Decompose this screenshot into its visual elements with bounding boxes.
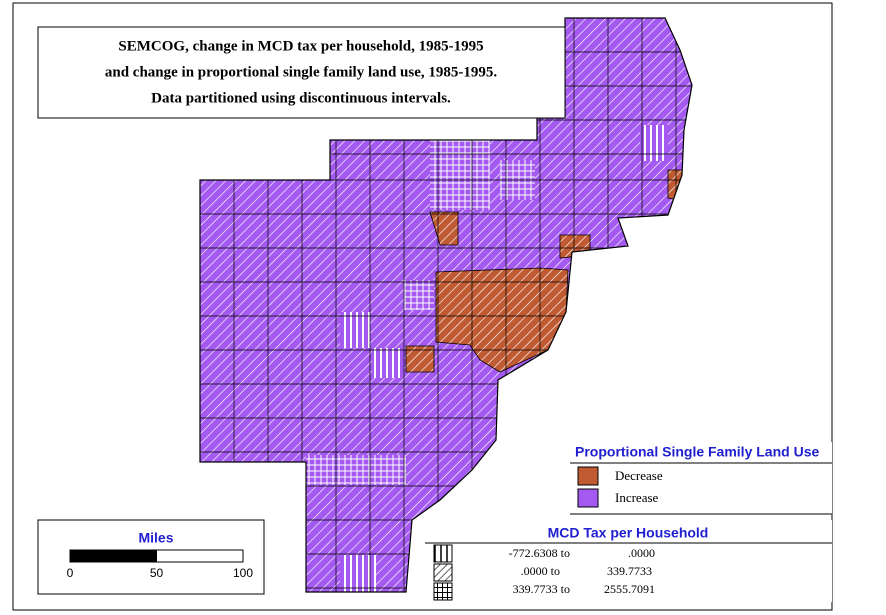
title-line: Data partitioned using discontinuous int… [151,90,451,106]
legend-swatch [433,563,453,582]
range-to: 2555.7091 [604,582,655,596]
tax-area [372,348,404,378]
legend-box [570,442,832,514]
legend-box [425,520,832,602]
range-from: -772.6308 to [509,546,570,560]
scale-tick-label: 50 [150,566,164,580]
scale-segment [156,549,244,563]
range-from: 339.7733 to [513,582,570,596]
tax-area [306,455,406,485]
decrease-area [405,345,435,373]
legend-label: Decrease [615,468,663,483]
legend-swatch [577,488,599,508]
legend-label: Increase [615,490,659,505]
land-use-legend: Proportional Single Family Land Use Decr… [570,442,832,515]
range-to: 339.7733 [607,564,652,578]
tax-area [340,555,376,592]
legend-title: Proportional Single Family Land Use [575,444,819,460]
title-line: and change in proportional single family… [105,64,498,80]
tax-legend: MCD Tax per Household -772.6308 to .0000… [425,520,832,602]
decrease-area [435,267,569,373]
legend-swatch [433,544,453,563]
title-box [37,26,566,119]
title-line: SEMCOG, change in MCD tax per household,… [118,38,483,54]
scale-bar: Miles 0 50 100 [37,519,265,595]
legend-swatch [577,466,599,486]
decrease-area [429,211,459,246]
tax-area [430,140,490,210]
legend-title: MCD Tax per Household [548,525,709,541]
scale-title: Miles [138,530,173,546]
range-from: .0000 to [521,564,560,578]
tax-area [640,125,668,161]
scale-tick-label: 100 [233,566,253,580]
range-to: .0000 [628,546,655,560]
tax-area [340,312,370,348]
scale-tick-label: 0 [67,566,74,580]
legend-swatch [433,582,453,601]
tax-area [404,280,434,310]
scale-segment [69,549,157,563]
